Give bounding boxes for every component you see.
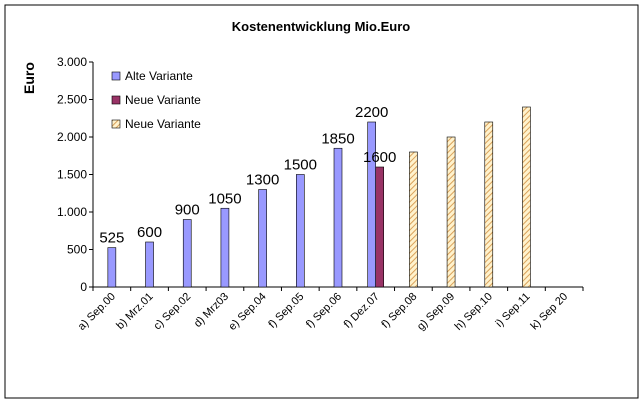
bar-alte-variante bbox=[107, 247, 117, 288]
bar-neue-variante-hatched bbox=[522, 106, 531, 288]
data-label: 1850 bbox=[321, 130, 354, 147]
y-tick-label: 500 bbox=[67, 243, 87, 257]
bar-alte-variante bbox=[296, 174, 305, 288]
y-tick-label: 1.000 bbox=[57, 205, 87, 219]
legend-label: Alte Variante bbox=[125, 69, 193, 83]
bar-neue-variante bbox=[375, 166, 384, 288]
y-tick-label: 0 bbox=[80, 280, 87, 294]
bar-neue-variante-hatched bbox=[446, 136, 456, 288]
legend-label: Neue Variante bbox=[125, 93, 201, 107]
legend-swatch-neue-variante-hatched bbox=[111, 119, 121, 129]
bar-alte-variante bbox=[367, 121, 376, 288]
y-axis-title: Euro bbox=[21, 62, 37, 94]
bar-alte-variante bbox=[220, 207, 230, 288]
data-label: 525 bbox=[99, 230, 124, 247]
y-tick-label: 1.500 bbox=[57, 168, 87, 182]
outer-frame bbox=[4, 4, 639, 399]
data-label: 1300 bbox=[246, 172, 279, 189]
data-label: 1050 bbox=[208, 190, 241, 207]
bar-alte-variante bbox=[182, 219, 192, 288]
y-tick-label: 2.500 bbox=[57, 93, 87, 107]
bar-neue-variante-hatched bbox=[409, 151, 418, 288]
bar-alte-variante bbox=[258, 189, 267, 288]
data-label: 900 bbox=[175, 202, 200, 219]
legend-swatch-neue-variante bbox=[111, 95, 121, 105]
legend-label: Neue Variante bbox=[125, 117, 201, 131]
data-label: 2200 bbox=[355, 104, 388, 121]
chart-title: Kostenentwicklung Mio.Euro bbox=[232, 19, 410, 34]
bar-alte-variante bbox=[145, 241, 154, 288]
bar-alte-variante bbox=[333, 147, 343, 288]
data-label: 600 bbox=[137, 224, 162, 241]
data-label: 1500 bbox=[284, 157, 317, 174]
y-tick-label: 2.000 bbox=[57, 130, 87, 144]
bar-neue-variante-hatched bbox=[484, 121, 494, 288]
data-label: 1600 bbox=[363, 149, 396, 166]
y-tick-label: 3.000 bbox=[57, 55, 87, 69]
legend-swatch-alte-variante bbox=[111, 71, 121, 81]
